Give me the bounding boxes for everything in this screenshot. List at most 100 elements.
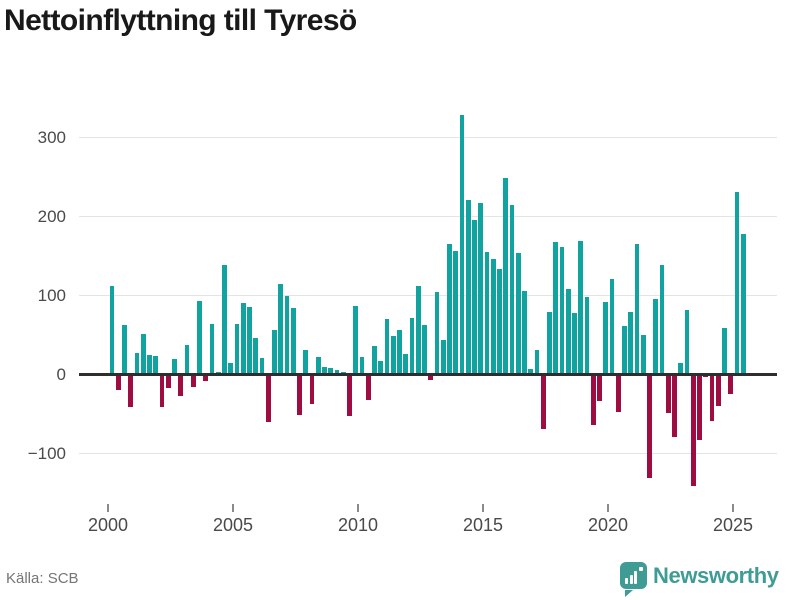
bar-negative <box>178 375 184 397</box>
bar-negative <box>709 375 715 421</box>
x-axis-label: 2020 <box>587 515 629 535</box>
bar-positive <box>609 279 615 374</box>
bar-positive <box>222 264 227 374</box>
bar-positive <box>172 358 177 374</box>
bar-positive <box>447 243 452 374</box>
bar-positive <box>240 302 246 374</box>
bar-negative <box>190 375 196 387</box>
bar-negative <box>347 375 352 417</box>
bar-positive <box>272 329 277 374</box>
bar-positive <box>409 317 415 374</box>
bar-positive <box>378 361 384 374</box>
bar-positive <box>490 258 496 374</box>
newsworthy-logo-icon <box>620 562 647 589</box>
bar-negative <box>690 375 696 486</box>
bar-positive <box>253 337 259 374</box>
bar-positive <box>228 362 234 374</box>
y-axis-label: 100 <box>37 286 66 305</box>
bar-positive <box>153 355 159 374</box>
newsworthy-logo: Newsworthy <box>620 560 795 600</box>
bar-positive <box>122 325 127 374</box>
bar-positive <box>522 291 527 374</box>
bar-positive <box>465 200 471 374</box>
y-axis-label: 200 <box>37 207 66 226</box>
bar-positive <box>640 334 646 374</box>
bar-positive <box>397 329 402 374</box>
bar-negative <box>615 375 621 413</box>
bar-negative <box>597 375 602 402</box>
bar-positive <box>509 204 515 374</box>
bar-positive <box>503 178 509 374</box>
bar-positive <box>678 362 684 374</box>
bar-positive <box>315 356 321 374</box>
bar-positive <box>184 344 190 374</box>
bar-negative <box>428 375 434 380</box>
bar-positive <box>478 203 484 374</box>
bar-positive <box>659 264 665 374</box>
bar-negative <box>203 375 209 382</box>
x-axis-label: 2010 <box>337 515 379 535</box>
x-axis-tick <box>732 504 734 512</box>
bar-negative <box>728 375 734 394</box>
bar-positive <box>622 325 627 374</box>
bar-positive <box>359 356 365 374</box>
bar-negative <box>697 375 702 440</box>
bar-positive <box>565 289 571 374</box>
x-axis-zero-line <box>79 373 777 376</box>
bar-positive <box>278 283 284 374</box>
bar-negative <box>309 375 315 405</box>
bar-positive <box>197 300 202 374</box>
bar-positive <box>628 311 634 374</box>
bar-negative <box>265 375 271 422</box>
bar-positive <box>353 306 359 374</box>
bar-negative <box>665 375 671 413</box>
bar-positive <box>434 291 440 374</box>
gridline <box>79 295 777 296</box>
bar-positive <box>603 302 609 374</box>
bar-negative <box>590 375 596 425</box>
logo-chart-bar <box>625 578 628 584</box>
x-axis-label: 2005 <box>212 515 254 535</box>
y-axis-label: 300 <box>37 128 66 147</box>
bar-positive <box>259 358 265 374</box>
y-axis-label: 0 <box>56 365 66 384</box>
bar-positive <box>528 369 534 374</box>
x-axis-label: 2025 <box>712 515 754 535</box>
bar-negative <box>115 375 121 390</box>
bar-positive <box>372 346 377 374</box>
x-axis-tick <box>107 504 109 512</box>
bar-negative <box>128 375 134 407</box>
bar-positive <box>484 252 490 374</box>
bar-positive <box>534 350 540 374</box>
bar-positive <box>440 340 446 374</box>
bar-positive <box>578 241 584 374</box>
x-axis-tick <box>232 504 234 512</box>
x-axis-label: 2000 <box>87 515 129 535</box>
bar-positive <box>547 311 552 374</box>
source-label: Källa: SCB <box>6 570 79 587</box>
chart-title: Nettoinflyttning till Tyresö <box>4 4 357 37</box>
x-axis-tick <box>607 504 609 512</box>
newsworthy-logo-tail <box>625 590 633 597</box>
x-axis-tick <box>482 504 484 512</box>
bar-positive <box>722 328 727 374</box>
bar-positive <box>515 253 521 374</box>
bar-positive <box>553 242 559 374</box>
bar-positive <box>584 296 590 374</box>
bar-positive <box>109 285 115 374</box>
bar-negative <box>365 375 371 401</box>
gridline <box>79 216 777 217</box>
bar-positive <box>403 354 409 374</box>
logo-exclamation-dot <box>639 567 643 571</box>
bar-positive <box>290 308 296 374</box>
newsworthy-logo-text: Newsworthy <box>653 563 779 588</box>
bar-positive <box>634 243 640 374</box>
bar-positive <box>734 192 740 374</box>
bar-positive <box>234 324 240 374</box>
bar-positive <box>653 298 659 374</box>
bar-positive <box>340 371 346 374</box>
bar-positive <box>459 114 465 374</box>
bar-positive <box>572 313 577 374</box>
bar-positive <box>384 318 390 374</box>
